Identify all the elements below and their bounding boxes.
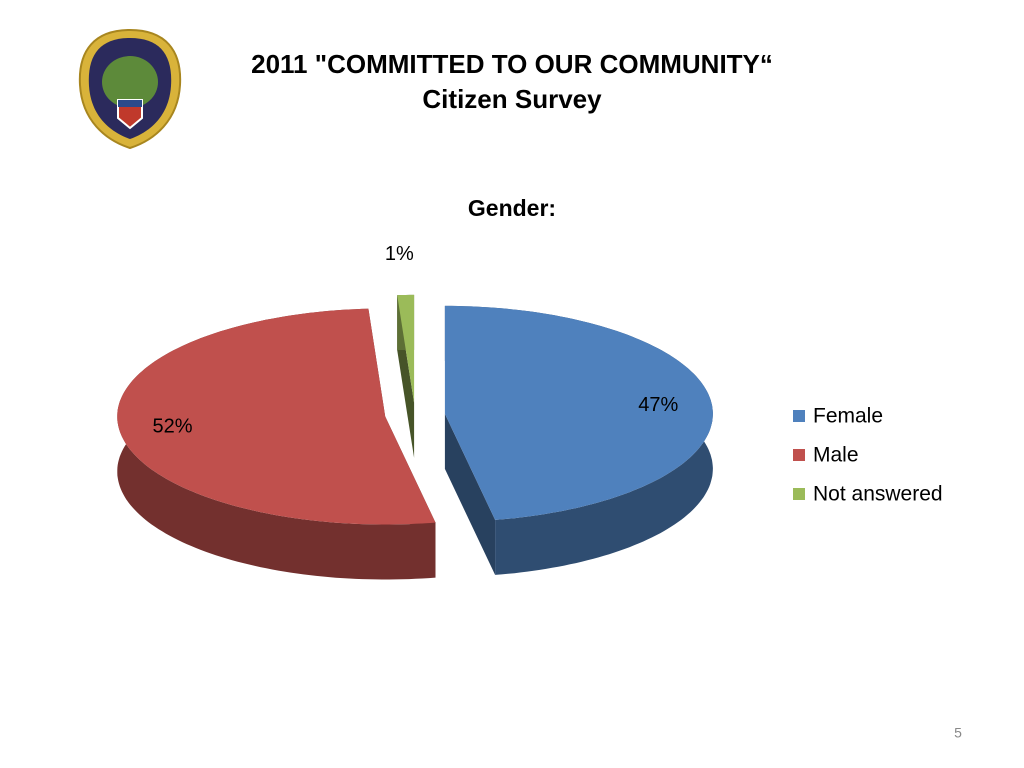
slice <box>444 305 713 520</box>
legend-label: Female <box>813 405 883 428</box>
slice <box>117 308 436 525</box>
pie: 47% 52% 1% <box>117 243 713 580</box>
legend-swatch <box>793 488 805 500</box>
badge-logo <box>78 28 182 150</box>
slide-subtitle: Citizen Survey <box>422 84 602 114</box>
slice-cut-face <box>444 413 496 575</box>
chart-title: Gender: <box>468 195 556 221</box>
data-label: 52% <box>153 416 193 438</box>
legend-label: Male <box>813 444 859 467</box>
slide-title: 2011 "COMMITTED TO OUR COMMUNITY“ <box>251 49 773 79</box>
legend: Female Male Not answered <box>793 405 943 506</box>
legend-swatch <box>793 449 805 461</box>
legend-label: Not answered <box>813 483 943 506</box>
legend-swatch <box>793 410 805 422</box>
page-number: 5 <box>954 725 962 741</box>
slice <box>397 294 415 403</box>
data-label: 1% <box>385 243 414 265</box>
data-label: 47% <box>638 394 678 416</box>
